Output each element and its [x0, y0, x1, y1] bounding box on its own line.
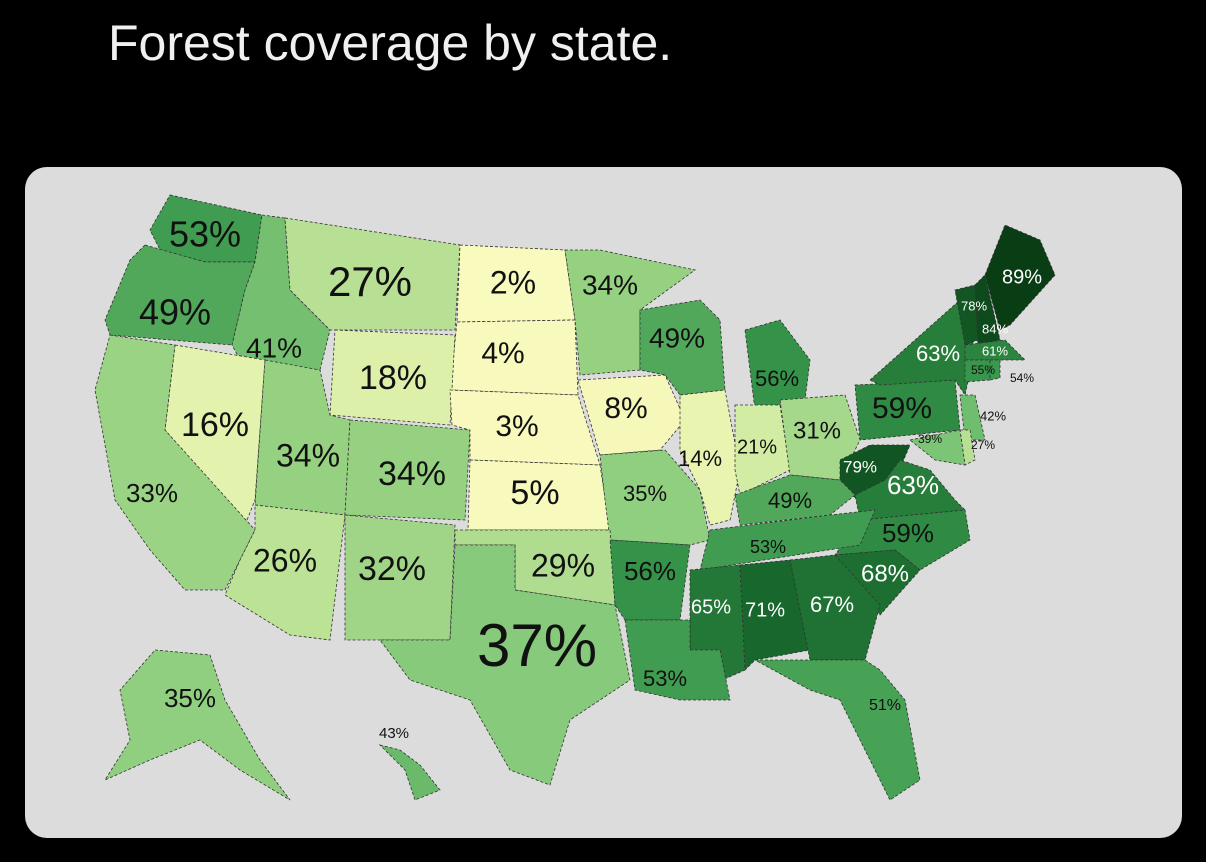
state	[284, 217, 461, 331]
state-label: 59%	[882, 518, 934, 548]
state-label: 5%	[510, 474, 559, 512]
state-label: 53%	[643, 666, 687, 691]
state-label: 2%	[490, 264, 536, 300]
state	[224, 504, 346, 641]
state-label: 35%	[164, 683, 216, 713]
state-label: 68%	[861, 560, 909, 587]
state	[624, 619, 731, 701]
state-label: 33%	[126, 478, 178, 508]
state	[789, 554, 881, 661]
state	[964, 339, 1026, 361]
state-label: 31%	[793, 417, 841, 444]
state-label: 49%	[649, 322, 705, 353]
state	[679, 389, 741, 526]
state-label: 63%	[887, 470, 939, 500]
state	[734, 404, 791, 496]
state	[974, 274, 1001, 346]
state-label: 29%	[531, 547, 595, 583]
state	[104, 244, 256, 346]
state-label: 42%	[980, 408, 1006, 423]
state-label: 27%	[971, 438, 995, 452]
state-label: 14%	[678, 446, 722, 471]
state-label: 34%	[582, 269, 638, 300]
state-label: 61%	[982, 343, 1008, 358]
state-label: 41%	[246, 332, 302, 363]
state	[449, 319, 579, 396]
state-label: 55%	[971, 363, 995, 377]
state-label: 59%	[872, 392, 932, 425]
state	[378, 744, 441, 801]
state-label: 63%	[916, 341, 960, 366]
state	[744, 319, 811, 411]
state	[779, 394, 861, 481]
state-label: 35%	[623, 481, 667, 506]
state	[734, 474, 856, 526]
state-label: 3%	[495, 410, 538, 443]
state-label: 18%	[359, 359, 427, 397]
state-label: 4%	[481, 337, 524, 370]
state-label: 49%	[768, 488, 812, 513]
state	[909, 429, 966, 466]
state-label: 79%	[843, 457, 877, 476]
state-label: 53%	[750, 537, 786, 557]
state-label: 51%	[869, 697, 901, 714]
state-label: 27%	[328, 258, 412, 305]
state	[94, 334, 256, 591]
state	[739, 559, 811, 671]
state-label: 89%	[1002, 266, 1042, 288]
state-label: 65%	[691, 596, 731, 618]
state-label: 16%	[181, 406, 249, 444]
state-label: 21%	[737, 436, 777, 458]
state-label: 8%	[604, 392, 647, 425]
state	[754, 659, 921, 801]
state	[699, 509, 876, 571]
post-title: Forest coverage by state.	[108, 15, 673, 71]
state	[329, 329, 456, 426]
state	[984, 224, 1056, 331]
state	[989, 359, 1001, 381]
state-label: 26%	[253, 542, 317, 578]
state	[609, 539, 691, 621]
state-label: 43%	[379, 725, 409, 742]
state-label: 54%	[1010, 371, 1034, 385]
state-label: 39%	[918, 432, 942, 446]
state-label: 34%	[378, 455, 446, 493]
state-label: 84%	[982, 321, 1008, 336]
state-label: 32%	[358, 550, 426, 588]
state-label: 67%	[810, 592, 854, 617]
state	[577, 374, 686, 456]
state-label: 78%	[961, 298, 987, 313]
state-label: 34%	[276, 437, 340, 473]
state-label: 56%	[755, 366, 799, 391]
state-label: 71%	[745, 599, 785, 621]
state-label: 49%	[139, 292, 211, 333]
state	[959, 394, 986, 441]
state	[103, 649, 291, 801]
state-label: 37%	[477, 612, 597, 679]
state	[344, 419, 471, 521]
state	[231, 214, 331, 371]
state-label: 56%	[624, 556, 676, 586]
state-label: 53%	[169, 214, 241, 255]
state	[599, 449, 711, 546]
state	[379, 544, 631, 786]
